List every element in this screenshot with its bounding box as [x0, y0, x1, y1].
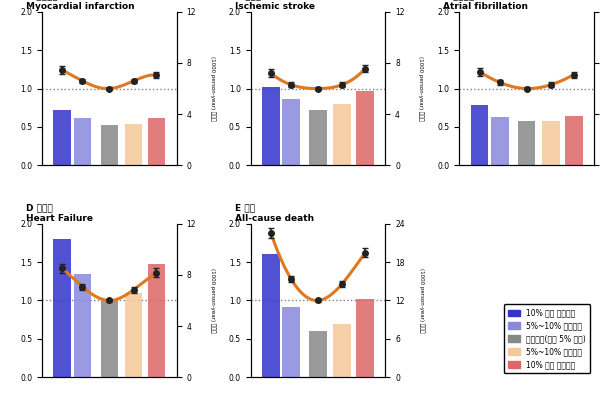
Bar: [148, 118, 165, 165]
Text: B 뇌졸중
Ischemic stroke: B 뇌졸중 Ischemic stroke: [235, 0, 314, 11]
Legend: 10% 이상 체중감소, 5%~10% 체중감소, 안정체중(증감 5% 미만), 5%~10% 체중증가, 10% 이상 체중증가: 10% 이상 체중감소, 5%~10% 체중감소, 안정체중(증감 5% 미만)…: [484, 266, 570, 335]
Text: A 심근경색
Myocardial infarction: A 심근경색 Myocardial infarction: [26, 0, 134, 11]
Bar: [283, 307, 300, 377]
Bar: [125, 293, 142, 377]
Bar: [53, 110, 71, 165]
Bar: [125, 124, 142, 165]
Bar: [334, 323, 351, 377]
Bar: [262, 87, 280, 165]
Bar: [148, 264, 165, 377]
Bar: [518, 121, 535, 165]
Bar: [334, 104, 351, 165]
Y-axis label: (1000 person-year) 발생율: (1000 person-year) 발생율: [210, 268, 215, 333]
Bar: [542, 121, 560, 165]
Y-axis label: (1000 person-year) 발생율: (1000 person-year) 발생율: [418, 56, 424, 121]
Y-axis label: (1000 person-year) 발생율: (1000 person-year) 발생율: [210, 56, 215, 121]
Y-axis label: (1000 person-year) 발생율: (1000 person-year) 발생율: [419, 268, 424, 333]
Text: C 심방세동
Atrial fibrillation: C 심방세동 Atrial fibrillation: [443, 0, 528, 11]
Bar: [74, 118, 91, 165]
Bar: [491, 117, 509, 165]
Bar: [309, 110, 327, 165]
Legend: 10% 이상 체중감소, 5%~10% 체중감소, 안정체중(증감 5% 미만), 5%~10% 체중증가, 10% 이상 체중증가: 10% 이상 체중감소, 5%~10% 체중감소, 안정체중(증감 5% 미만)…: [503, 304, 590, 373]
Text: E 사망
All-cause death: E 사망 All-cause death: [235, 204, 314, 223]
Bar: [74, 274, 91, 377]
Bar: [283, 99, 300, 165]
Bar: [356, 299, 374, 377]
Bar: [101, 125, 118, 165]
Bar: [309, 331, 327, 377]
Bar: [565, 116, 583, 165]
Bar: [53, 239, 71, 377]
Bar: [471, 105, 488, 165]
Bar: [101, 301, 118, 377]
Text: D 심부전
Heart Failure: D 심부전 Heart Failure: [26, 204, 93, 223]
Bar: [356, 91, 374, 165]
Bar: [262, 254, 280, 377]
